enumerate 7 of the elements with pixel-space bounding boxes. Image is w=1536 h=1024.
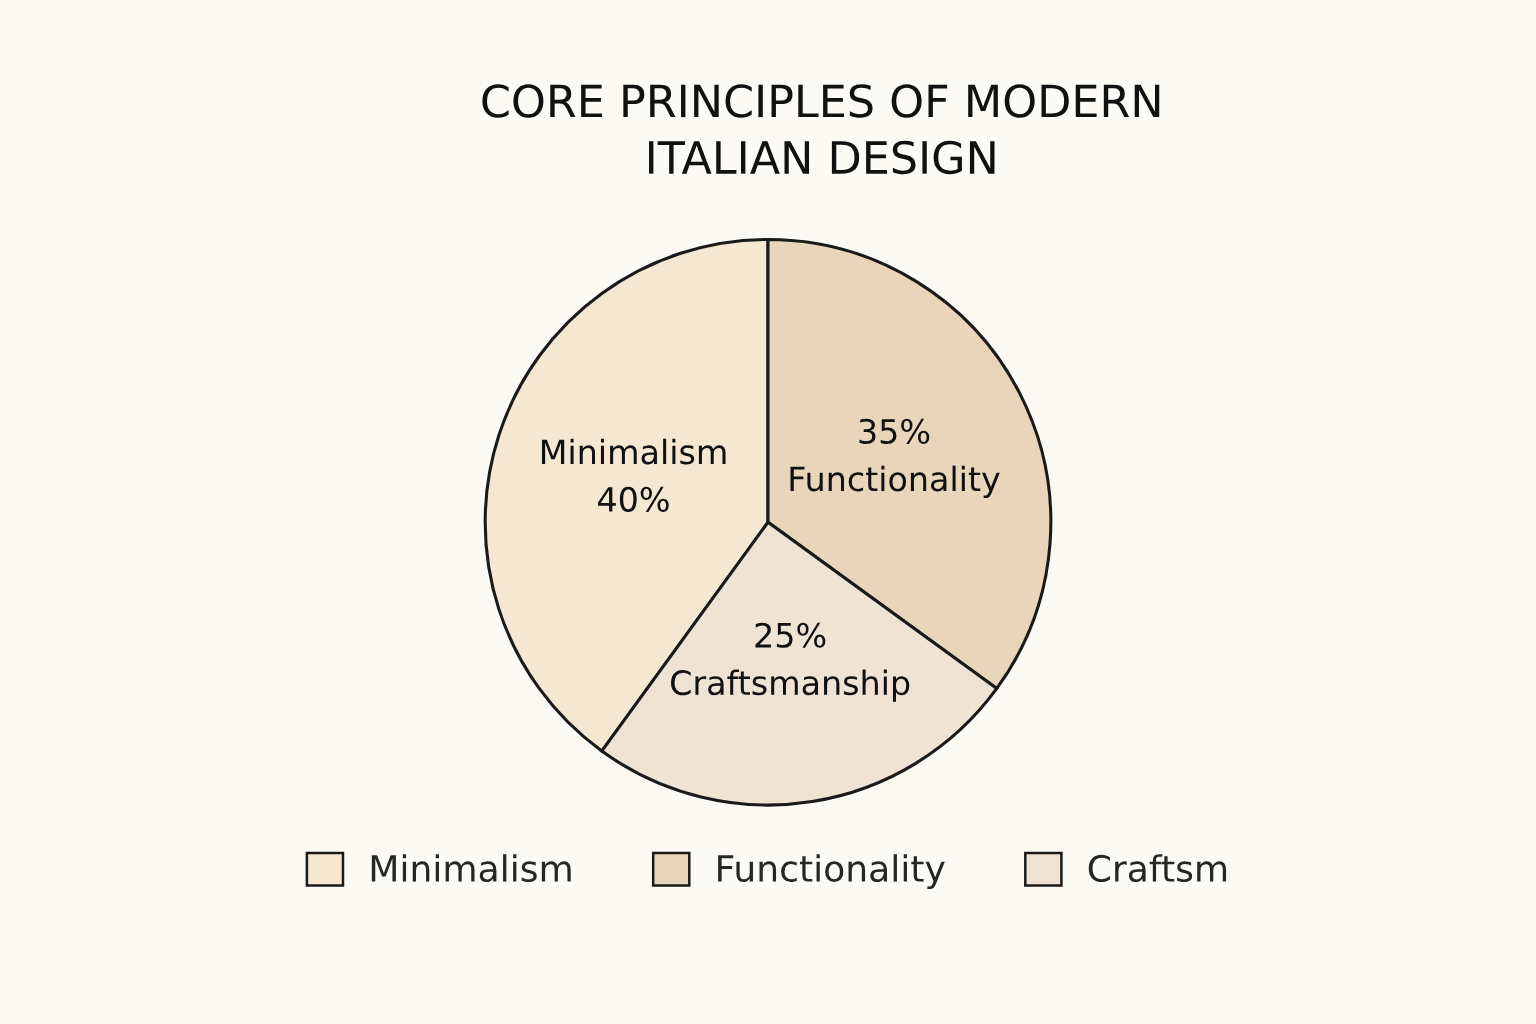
- legend-label: Craftsm: [1088, 854, 1227, 883]
- data-label: Minimalism 40%: [541, 438, 726, 512]
- legend-label: Minimalism: [371, 854, 571, 883]
- chart-title: CORE PRINCIPLES OF MODERN ITALIAN DESIGN: [482, 84, 1160, 175]
- legend-label: Functionality: [718, 854, 945, 890]
- data-label: 25% Craftsmanship: [671, 622, 910, 702]
- data-label: 35% Functionality: [790, 418, 1000, 498]
